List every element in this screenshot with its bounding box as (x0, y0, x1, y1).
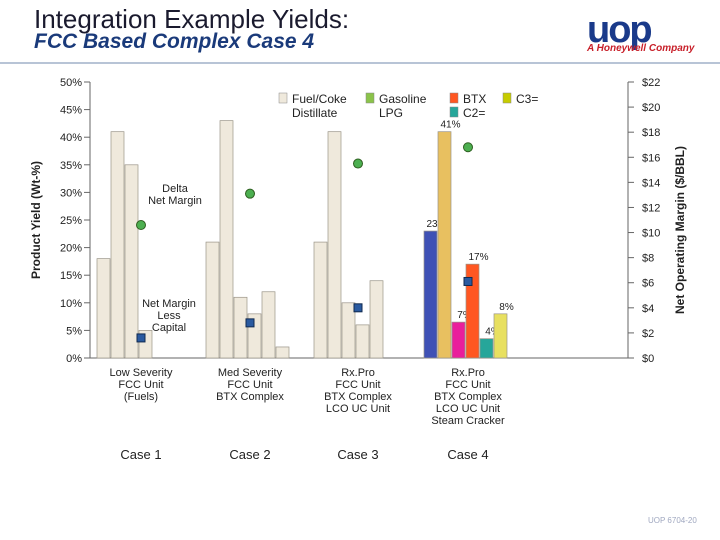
legend-label: LPG (379, 106, 403, 120)
y-tick-label: 10% (60, 298, 82, 310)
legend-swatch (449, 106, 459, 118)
y2-tick-label: $2 (642, 328, 654, 340)
y-tick-label: 15% (60, 270, 82, 282)
bar (465, 263, 480, 359)
legend-label: Gasoline (379, 92, 427, 106)
delta-margin-marker (136, 220, 146, 231)
y2-tick-label: $0 (642, 353, 654, 365)
bar-value-label: 4% (485, 327, 500, 338)
net-margin-marker (353, 303, 363, 313)
bar (275, 346, 290, 359)
y2-tick-label: $16 (642, 152, 660, 164)
bar (327, 131, 342, 359)
bar (313, 241, 328, 359)
y-tick-label: 35% (60, 160, 82, 172)
y-tick-label: 0% (66, 353, 82, 365)
y-tick-label: 25% (60, 215, 82, 227)
delta-margin-marker (245, 188, 255, 199)
bar-value-label: 7% (457, 310, 472, 321)
bar (205, 241, 220, 359)
y2-tick-label: $8 (642, 253, 654, 265)
legend-label: Fuel/Coke (292, 92, 347, 106)
y-tick-label: 5% (66, 325, 82, 337)
uop-logo: uop (587, 9, 653, 51)
legend-label: BTX (463, 92, 486, 106)
net-margin-marker (136, 333, 146, 343)
y2-tick-label: $10 (642, 228, 660, 240)
page-subtitle: FCC Based Complex Case 4 (34, 30, 315, 53)
y-tick-label: 50% (60, 77, 82, 89)
delta-margin-marker (353, 158, 363, 169)
category-label: Rx.Pro FCC Unit BTX Complex LCO UC Unit Stea… (431, 367, 505, 427)
bar (219, 120, 234, 359)
bar-value-label: 41% (440, 120, 460, 131)
annotation-delta-net-margin: Delta Net Margin (148, 183, 202, 207)
legend-label: Distillate (292, 106, 338, 120)
category-label: Rx.Pro FCC Unit BTX Complex LCO UC Unit (324, 367, 392, 415)
bar (437, 131, 452, 359)
net-margin-marker (245, 318, 255, 328)
y2-tick-label: $18 (642, 127, 660, 139)
y-tick-label: 30% (60, 187, 82, 199)
y-axis-title: Product Yield (Wt-%) (29, 161, 43, 279)
bar (479, 338, 494, 359)
legend-swatch (365, 92, 375, 104)
legend-label: C2= (463, 106, 485, 120)
legend-swatch (449, 92, 459, 104)
legend-swatch (278, 92, 288, 104)
case-label: Case 3 (337, 447, 378, 462)
bar-value-label: 23% (426, 219, 446, 230)
page-title: Integration Example Yields: (34, 4, 350, 34)
bar (261, 291, 276, 359)
legend-swatch (502, 92, 512, 104)
bar (423, 230, 438, 359)
bar (233, 296, 248, 359)
category-label: Low Severity FCC Unit (Fuels) (110, 367, 173, 403)
case-label: Case 4 (447, 447, 488, 462)
y2-tick-label: $6 (642, 278, 654, 290)
y2-tick-label: $20 (642, 102, 660, 114)
slide-code: UOP 6704-20 (648, 516, 697, 525)
net-margin-marker (463, 276, 473, 286)
y2-axis-title: Net Operating Margin ($/BBL) (673, 146, 687, 314)
annotation-net-margin-less-capital: Net Margin Less Capital (142, 298, 196, 334)
bar (110, 131, 125, 359)
y-tick-label: 40% (60, 132, 82, 144)
y-tick-label: 20% (60, 243, 82, 255)
bar (369, 280, 384, 359)
bar-value-label: 8% (499, 302, 514, 313)
bar (493, 313, 508, 359)
y2-tick-label: $12 (642, 202, 660, 214)
yield-chart: 0% 5% 10% 15% 20% 25% 30% 35% 40% 45% 50% $0 $2 $4 $6 $… (29, 77, 687, 462)
logo-tagline: A Honeywell Company (587, 43, 695, 54)
y2-tick-label: $14 (642, 177, 660, 189)
bar-value-label: 17% (468, 252, 488, 263)
bar (96, 258, 111, 359)
case-label: Case 2 (229, 447, 270, 462)
bar (341, 302, 356, 359)
header-divider (0, 62, 720, 64)
y2-tick-label: $4 (642, 303, 654, 315)
case-label: Case 1 (120, 447, 161, 462)
bar (124, 164, 139, 359)
bar (451, 321, 466, 359)
y2-tick-label: $22 (642, 77, 660, 89)
legend-label: C3= (516, 92, 538, 106)
category-label: Med Severity FCC Unit BTX Complex (216, 367, 284, 403)
logo-wordmark: uop (587, 9, 651, 51)
y-tick-label: 45% (60, 105, 82, 117)
bar (355, 324, 370, 359)
delta-margin-marker (463, 142, 473, 153)
